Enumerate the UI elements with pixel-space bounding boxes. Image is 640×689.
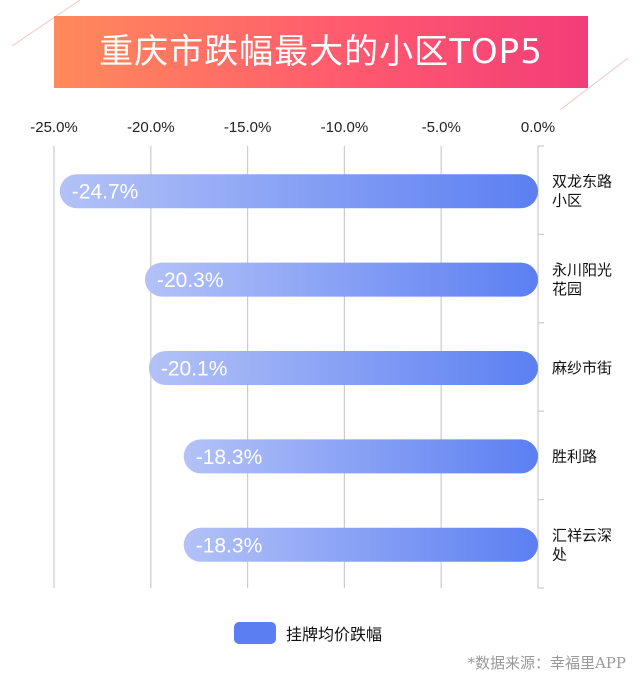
category-label: 小区 [552,192,582,210]
category-label: 汇祥云深 [552,526,612,544]
data-label: -20.3% [157,269,224,292]
bar [148,351,538,385]
data-label: -18.3% [196,534,263,557]
category-label: 双龙东路 [552,173,612,191]
category-label: 永川阳光 [552,261,612,279]
source-note: *数据来源：幸福里APP [467,654,626,672]
legend-label: 挂牌均价跌幅 [286,625,383,644]
bar [183,527,538,562]
category-label: 花园 [552,280,582,298]
banner-decoration [11,0,629,110]
bars: -24.7% -20.3% -20.1% -18.3% -18.3% [59,174,539,562]
x-tick-label: -10.0% [321,119,369,136]
legend-swatch [234,622,276,644]
x-tick-label: 0.0% [521,119,555,136]
x-tick-label: -25.0% [30,119,78,136]
category-label: 胜利路 [552,447,597,465]
bar [59,174,539,209]
bar [183,439,538,474]
bar [144,262,538,297]
category-label: 麻纱市街 [552,359,612,377]
banner-background [54,16,588,88]
data-label: -24.7% [72,181,139,204]
x-tick-label: -20.0% [127,119,175,136]
legend: 挂牌均价跌幅 [234,620,382,646]
x-axis: -25.0% -20.0% -15.0% -10.0% -5.0% 0.0% [30,119,555,136]
x-tick-label: -15.0% [224,119,272,136]
data-label: -20.1% [161,358,228,381]
category-label: 处 [552,545,567,563]
x-tick-label: -5.0% [422,119,461,136]
data-label: -18.3% [196,446,263,469]
chart-title: 重庆市跌幅最大的小区TOP5 [99,32,543,72]
title-banner: 重庆市跌幅最大的小区TOP5 [0,0,640,110]
